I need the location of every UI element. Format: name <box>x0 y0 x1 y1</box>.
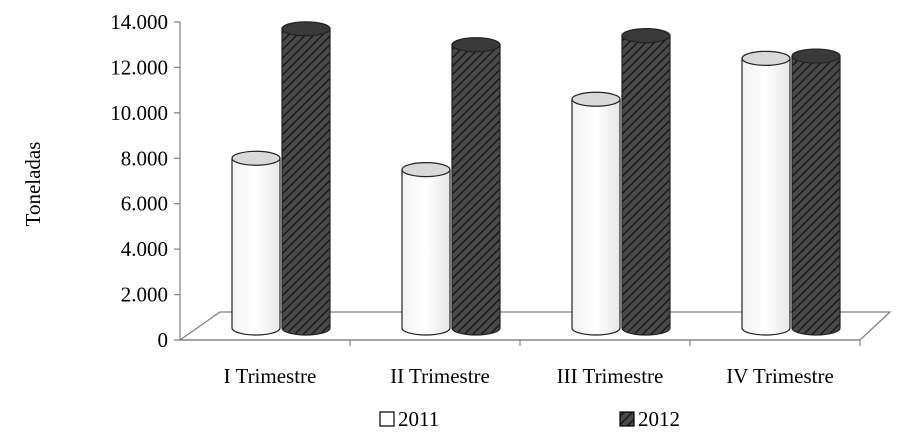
bar-2012-4 <box>791 48 841 336</box>
bar-2011-2 <box>401 162 451 336</box>
bar-top <box>451 37 501 53</box>
bar-2011-3 <box>571 91 621 336</box>
bar-top <box>401 162 451 178</box>
y-tick-label: 0 <box>158 328 169 352</box>
bar-body <box>401 169 451 336</box>
bars <box>231 21 841 336</box>
y-tick-label: 2.000 <box>121 283 168 307</box>
legend: 2011 2012 <box>379 407 680 431</box>
bar-top <box>741 50 791 66</box>
y-tick-label: 10.000 <box>110 101 168 125</box>
legend-label-2011: 2011 <box>398 407 439 431</box>
bar-body <box>791 55 841 336</box>
bar-2012-1 <box>281 21 331 336</box>
bar-body <box>621 35 671 336</box>
bar-top <box>281 21 331 37</box>
bar-top <box>231 150 281 166</box>
bar-top <box>571 91 621 107</box>
x-category-label: III Trimestre <box>557 364 664 388</box>
x-category-label: I Trimestre <box>224 364 317 388</box>
bar-top <box>621 28 671 44</box>
bar-2011-1 <box>231 150 281 336</box>
x-category-label: IV Trimestre <box>726 364 834 388</box>
y-axis-title: Toneladas <box>21 142 45 227</box>
x-axis-labels: I Trimestre II Trimestre III Trimestre IV T… <box>224 364 834 388</box>
y-tick-label: 8.000 <box>121 146 168 170</box>
bar-body <box>451 44 501 336</box>
y-axis: 0 2.000 4.000 6.000 8.000 10.000 12.000 14.000 <box>110 10 861 352</box>
bar-2012-3 <box>621 28 671 336</box>
y-tick-label: 4.000 <box>121 237 168 261</box>
bar-body <box>741 57 791 336</box>
bar-2011-4 <box>741 50 791 336</box>
bar-top <box>791 48 841 64</box>
bar-body <box>281 28 331 336</box>
x-category-label: II Trimestre <box>390 364 490 388</box>
bar-body <box>231 157 281 336</box>
legend-label-2012: 2012 <box>638 407 680 431</box>
bar-body <box>571 98 621 336</box>
legend-swatch-2011 <box>379 411 395 427</box>
bar-2012-2 <box>451 37 501 336</box>
y-tick-label: 12.000 <box>110 55 168 79</box>
legend-swatch-2012 <box>619 411 635 427</box>
y-tick-label: 14.000 <box>110 10 168 34</box>
y-tick-label: 6.000 <box>121 192 168 216</box>
